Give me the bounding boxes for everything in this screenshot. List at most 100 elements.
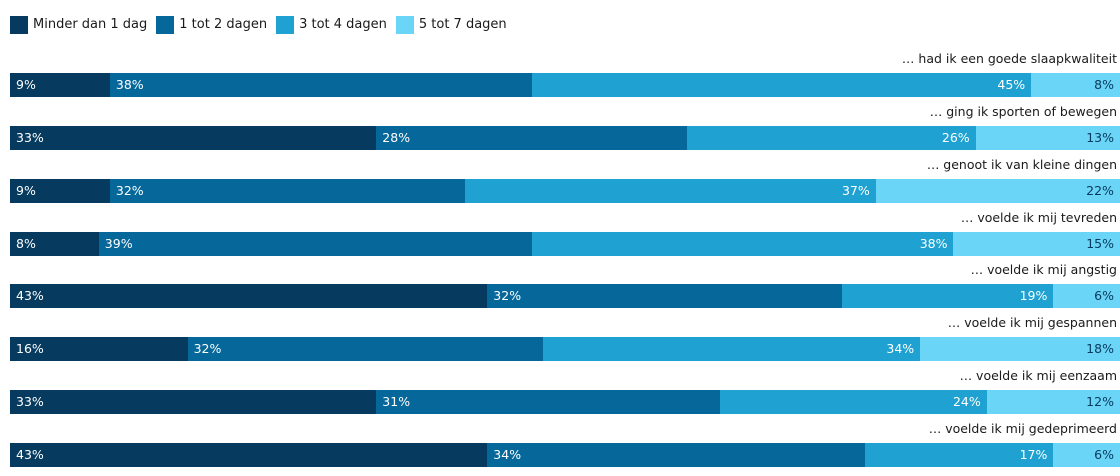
stacked-bar: 9% 38% 45% 8% [10, 73, 1120, 97]
bar-segment: 28% [376, 125, 688, 150]
data-label: 9% [16, 182, 36, 198]
data-label: 24% [952, 394, 981, 410]
bar-segment: 45% [531, 73, 1032, 97]
stacked-bar: 9% 32% 37% 22% [10, 178, 1120, 203]
data-label: 37% [841, 182, 870, 198]
stacked-bar: 33% 28% 26% 13% [10, 125, 1120, 150]
legend-swatch [10, 16, 28, 34]
chart-row: … voelde ik mij eenzaam 33% 31% 24% 12% [10, 365, 1120, 418]
category-label: … voelde ik mij gedeprimeerd [928, 421, 1117, 437]
category-label: … voelde ik mij eenzaam [959, 368, 1117, 384]
bar-segment: 13% [975, 125, 1120, 150]
category-label: … voelde ik mij tevreden [960, 209, 1117, 225]
chart-row: … voelde ik mij gedeprimeerd 43% 34% 17% 6% [10, 418, 1120, 471]
bar-segment: 38% [109, 73, 532, 97]
legend-label: 1 tot 2 dagen [179, 17, 268, 32]
data-label: 15% [1086, 235, 1114, 251]
data-label: 39% [104, 235, 133, 251]
data-label: 12% [1086, 394, 1114, 410]
chart-row: … had ik een goede slaapkwaliteit 9% 38% 45… [10, 48, 1120, 101]
legend-swatch [156, 16, 175, 34]
bar-segment: 15% [953, 231, 1120, 256]
bar-segment: 19% [842, 284, 1054, 309]
bar-segment: 26% [687, 125, 976, 150]
data-label: 31% [382, 394, 411, 410]
data-label: 13% [1086, 129, 1114, 145]
bar-segment: 17% [864, 443, 1054, 468]
bar-segment: 6% [1053, 443, 1120, 468]
data-label: 17% [1019, 447, 1048, 463]
legend-swatch [395, 16, 414, 34]
legend-label: 5 tot 7 dagen [418, 17, 507, 32]
chart-row: … ging ik sporten of bewegen 33% 28% 26% 13% [10, 101, 1120, 154]
data-label: 16% [16, 341, 44, 357]
category-label: … voelde ik mij angstig [970, 262, 1117, 278]
stacked-bar-chart: … had ik een goede slaapkwaliteit 9% 38% 45… [10, 48, 1120, 471]
data-label: 8% [16, 235, 36, 251]
data-label: 32% [193, 341, 222, 357]
data-label: 38% [115, 77, 144, 92]
chart-row: … voelde ik mij tevreden 8% 39% 38% 15% [10, 207, 1120, 260]
data-label: 19% [1019, 288, 1048, 304]
legend-swatch [276, 16, 295, 34]
bar-segment: 34% [542, 337, 921, 362]
bar-segment: 31% [376, 390, 721, 415]
bar-segment: 16% [10, 337, 188, 362]
bar-segment: 18% [920, 337, 1120, 362]
legend-item: 1 tot 2 dagen [156, 16, 267, 34]
stacked-bar: 43% 34% 17% 6% [10, 443, 1120, 468]
bar-segment: 32% [187, 337, 543, 362]
bar-segment: 8% [1031, 73, 1120, 97]
category-label: … voelde ik mij gespannen [947, 315, 1117, 331]
bar-segment: 38% [531, 231, 954, 256]
data-label: 22% [1086, 182, 1114, 198]
data-label: 6% [1094, 288, 1114, 304]
data-label: 34% [493, 447, 522, 463]
data-label: 43% [16, 447, 44, 463]
legend-label: 3 tot 4 dagen [299, 17, 387, 32]
bar-segment: 34% [487, 443, 865, 468]
chart-row: … voelde ik mij gespannen 16% 32% 34% 18% [10, 312, 1120, 365]
data-label: 32% [115, 182, 144, 198]
data-label: 43% [16, 288, 44, 304]
data-label: 6% [1094, 447, 1114, 463]
data-label: 28% [382, 129, 411, 145]
bar-segment: 43% [10, 284, 488, 309]
data-label: 38% [919, 235, 948, 251]
data-label: 45% [997, 77, 1026, 92]
data-label: 32% [493, 288, 522, 304]
legend-label: Minder dan 1 dag [33, 17, 148, 32]
category-label: … ging ik sporten of bewegen [929, 103, 1117, 119]
bar-segment: 8% [10, 231, 99, 256]
stacked-bar: 16% 32% 34% 18% [10, 337, 1120, 362]
bar-segment: 22% [875, 178, 1120, 203]
legend-item: Minder dan 1 dag [10, 16, 147, 34]
data-label: 33% [16, 394, 44, 410]
stacked-bar: 33% 31% 24% 12% [10, 390, 1120, 415]
bar-segment: 24% [720, 390, 987, 415]
bar-segment: 32% [109, 178, 466, 203]
stacked-bar: 8% 39% 38% 15% [10, 231, 1120, 256]
stacked-bar: 43% 32% 19% 6% [10, 284, 1120, 309]
bar-segment: 9% [10, 73, 110, 97]
bar-segment: 9% [10, 178, 110, 203]
bar-segment: 37% [465, 178, 876, 203]
bar-segment: 32% [487, 284, 843, 309]
data-label: 8% [1094, 77, 1114, 92]
data-label: 9% [16, 77, 36, 92]
bar-segment: 39% [98, 231, 532, 256]
legend-item: 5 tot 7 dagen [395, 16, 507, 34]
legend-item: 3 tot 4 dagen [276, 16, 387, 34]
data-label: 34% [886, 341, 915, 357]
data-label: 26% [941, 129, 970, 145]
chart-row: … genoot ik van kleine dingen 9% 32% 37% 22% [10, 154, 1120, 207]
category-label: … had ik een goede slaapkwaliteit [901, 51, 1117, 66]
chart-legend: Minder dan 1 dag 1 tot 2 dagen 3 tot 4 dag… [10, 16, 516, 34]
bar-segment: 43% [10, 443, 488, 468]
chart-row: … voelde ik mij angstig 43% 32% 19% 6% [10, 259, 1120, 312]
category-label: … genoot ik van kleine dingen [926, 156, 1117, 172]
bar-segment: 33% [10, 390, 377, 415]
bar-segment: 12% [986, 390, 1120, 415]
data-label: 18% [1086, 341, 1114, 357]
data-label: 33% [16, 129, 44, 145]
